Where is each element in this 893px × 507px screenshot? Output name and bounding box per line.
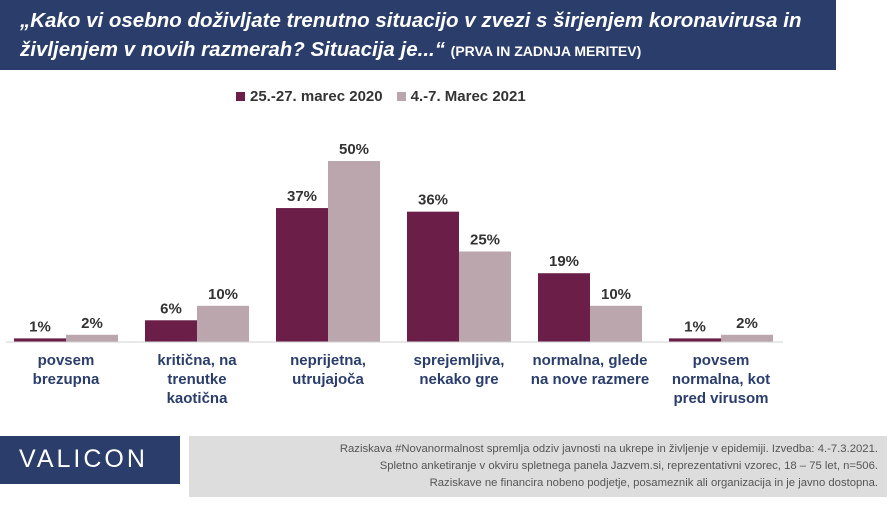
legend-item-2020: 25.-27. marec 2020 bbox=[236, 88, 383, 105]
category-label-6: povsem normalna, kot pred virusom bbox=[672, 352, 770, 407]
category-label-line: povsem bbox=[38, 352, 95, 369]
category-label-1: povsem brezupna bbox=[33, 352, 100, 388]
bar-2021-3 bbox=[328, 161, 380, 342]
data-label-2020-5: 19% bbox=[549, 253, 579, 270]
category-label-line: kritična, na bbox=[157, 352, 237, 369]
bar-2021-1 bbox=[66, 334, 118, 342]
category-label-line: na nove razmere bbox=[531, 371, 649, 388]
legend: 25.-27. marec 2020 4.-7. Marec 2021 bbox=[236, 88, 540, 105]
category-label-line: kaotična bbox=[167, 390, 229, 407]
category-label-line: sprejemljiva, bbox=[414, 352, 505, 369]
bar-2021-2 bbox=[197, 305, 249, 342]
legend-label-2021: 4.-7. Marec 2021 bbox=[410, 88, 526, 105]
bar-2020-2 bbox=[145, 320, 197, 342]
bar-2020-6 bbox=[669, 338, 721, 342]
bar-2020-3 bbox=[276, 208, 328, 342]
data-label-2020-3: 37% bbox=[287, 188, 317, 205]
bar-2020-1 bbox=[14, 338, 66, 342]
data-label-2021-3: 50% bbox=[339, 141, 369, 158]
data-label-2020-1: 1% bbox=[29, 318, 51, 335]
data-label-2021-1: 2% bbox=[81, 315, 103, 332]
bar-2021-6 bbox=[721, 334, 773, 342]
category-label-3: neprijetna, utrujajoča bbox=[290, 352, 366, 388]
footer-line-2: Spletno anketiranje v okviru spletnega p… bbox=[379, 460, 878, 472]
category-label-line: normalna, glede bbox=[532, 352, 647, 369]
footer-line-3: Raziskave ne financira nobeno podjetje, … bbox=[429, 477, 878, 489]
chart-title-banner: „Kako vi osebno doživljate trenutno situ… bbox=[0, 0, 836, 70]
legend-swatch-2020 bbox=[236, 92, 245, 101]
legend-label-2020: 25.-27. marec 2020 bbox=[250, 88, 383, 105]
category-label-line: povsem bbox=[693, 352, 750, 369]
data-label-2020-4: 36% bbox=[418, 192, 448, 209]
bar-2021-4 bbox=[459, 251, 511, 342]
footer-line-1: Raziskava #Novanormalnost spremlja odziv… bbox=[339, 443, 878, 455]
data-label-2021-4: 25% bbox=[470, 232, 500, 249]
footer-note: Raziskava #Novanormalnost spremlja odziv… bbox=[189, 436, 887, 497]
category-label-2: kritična, na trenutke kaotična bbox=[157, 352, 237, 407]
category-label-5: normalna, glede na nove razmere bbox=[531, 352, 649, 388]
chart-title-suffix: (PRVA IN ZADNJA MERITEV) bbox=[450, 43, 642, 59]
chart-title: „Kako vi osebno doživljate trenutno situ… bbox=[20, 9, 802, 61]
category-label-line: brezupna bbox=[33, 371, 100, 388]
bar-2020-5 bbox=[538, 273, 590, 342]
data-label-2021-6: 2% bbox=[736, 315, 758, 332]
data-label-2021-2: 10% bbox=[208, 286, 238, 303]
valicon-logo: VALICON bbox=[0, 436, 180, 484]
category-label-4: sprejemljiva, nekako gre bbox=[414, 352, 505, 388]
category-label-line: normalna, kot bbox=[672, 371, 770, 388]
bar-2021-5 bbox=[590, 305, 642, 342]
category-label-line: nekako gre bbox=[419, 371, 498, 388]
category-label-line: trenutke bbox=[167, 371, 226, 388]
data-label-2020-2: 6% bbox=[160, 300, 182, 317]
legend-item-2021: 4.-7. Marec 2021 bbox=[396, 88, 526, 105]
category-label-line: utrujajoča bbox=[292, 371, 364, 388]
bar-chart: 1% 2% povsem brezupna 6% 10% kritična, na trenu… bbox=[6, 141, 783, 407]
legend-swatch-2021 bbox=[396, 92, 406, 101]
data-label-2021-5: 10% bbox=[601, 286, 631, 303]
category-label-line: pred virusom bbox=[673, 390, 768, 407]
category-label-line: neprijetna, bbox=[290, 352, 366, 369]
bar-2020-4 bbox=[407, 211, 459, 342]
data-label-2020-6: 1% bbox=[684, 318, 706, 335]
